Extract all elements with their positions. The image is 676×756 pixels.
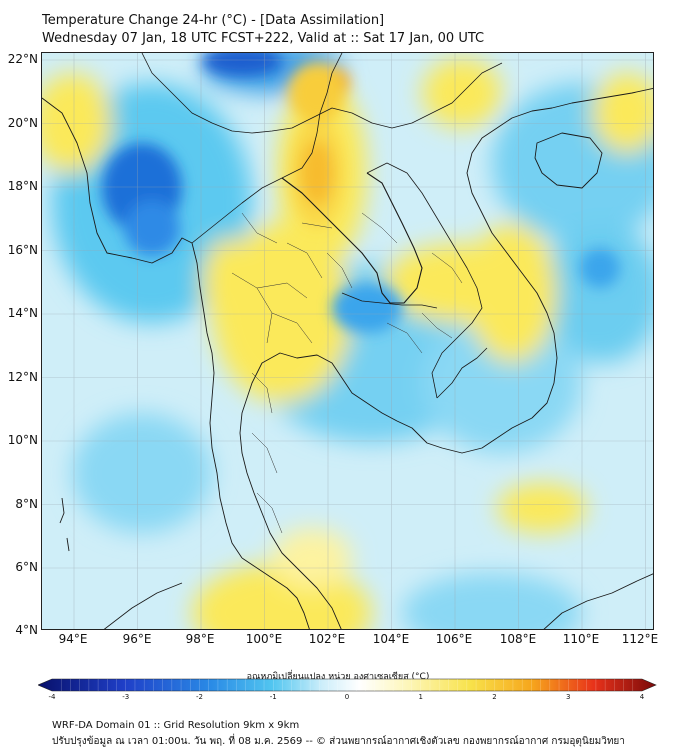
lat-label: 20°N xyxy=(7,116,38,130)
lat-label: 18°N xyxy=(7,179,38,193)
colorbar-tick-label: -3 xyxy=(122,693,130,701)
colorbar-tick-label: -4 xyxy=(48,693,56,701)
thailand-laos-border xyxy=(281,172,423,304)
hainan-island xyxy=(534,132,603,189)
lon-label: 94°E xyxy=(58,632,88,646)
lon-label: 100°E xyxy=(245,632,283,646)
andaman-islands xyxy=(59,497,70,552)
lon-label: 106°E xyxy=(435,632,473,646)
myanmar-thailand-border xyxy=(191,53,343,244)
cambodia-vietnam-border xyxy=(436,347,488,399)
peninsula-east-coastline xyxy=(239,352,498,629)
lon-label: 112°E xyxy=(621,632,659,646)
lon-label: 98°E xyxy=(185,632,215,646)
lat-label: 6°N xyxy=(15,560,38,574)
borneo-coastline xyxy=(543,573,653,629)
colorbar-tick-label: 1 xyxy=(418,693,423,701)
china-border xyxy=(141,53,503,134)
lat-label: 12°N xyxy=(7,370,38,384)
lat-label: 4°N xyxy=(15,623,38,637)
map-title: Temperature Change 24-hr (°C) - [Data As… xyxy=(42,13,385,28)
colorbar xyxy=(38,678,657,692)
colorbar-title: อุณหภูมิเปลี่ยนแปลง หน่วย องศาเซลเซียส (… xyxy=(246,672,430,682)
lon-label: 108°E xyxy=(499,632,537,646)
lat-label: 22°N xyxy=(7,52,38,66)
footer-model-info: WRF-DA Domain 01 :: Grid Resolution 9km … xyxy=(52,720,300,731)
colorbar-tick-label: -2 xyxy=(196,693,203,701)
colorbar-tick-label: 4 xyxy=(639,693,645,701)
laos-vietnam-border xyxy=(366,162,483,399)
vietnam-coastline xyxy=(466,87,653,439)
footer-credit: ปรับปรุงข้อมูล ณ เวลา 01:00น. วัน พฤ. ที… xyxy=(52,736,625,747)
temperature-field xyxy=(42,53,653,629)
lon-label: 104°E xyxy=(372,632,410,646)
lat-label: 16°N xyxy=(7,243,38,257)
lat-label: 8°N xyxy=(15,497,38,511)
lon-label: 110°E xyxy=(562,632,600,646)
thailand-gulf-coastline xyxy=(241,557,310,629)
colorbar-gradient xyxy=(38,678,657,692)
colorbar-tick-label: -1 xyxy=(269,693,277,701)
coastlines-and-borders xyxy=(42,53,653,629)
lon-label: 102°E xyxy=(308,632,346,646)
lon-label: 96°E xyxy=(122,632,152,646)
sumatra-coastline xyxy=(103,582,183,629)
colorbar-tick-label: 3 xyxy=(566,693,571,701)
lat-label: 10°N xyxy=(7,433,38,447)
thailand-cambodia-border xyxy=(341,292,438,309)
colorbar-tick-label: 2 xyxy=(492,693,497,701)
temperature-change-map[interactable] xyxy=(41,52,654,630)
myanmar-coastline xyxy=(42,97,243,559)
colorbar-tick-label: 0 xyxy=(344,693,350,701)
map-subtitle: Wednesday 07 Jan, 18 UTC FCST+222, Valid… xyxy=(42,31,485,46)
map-canvas xyxy=(42,53,653,629)
graticule xyxy=(42,53,653,629)
lat-label: 14°N xyxy=(7,306,38,320)
